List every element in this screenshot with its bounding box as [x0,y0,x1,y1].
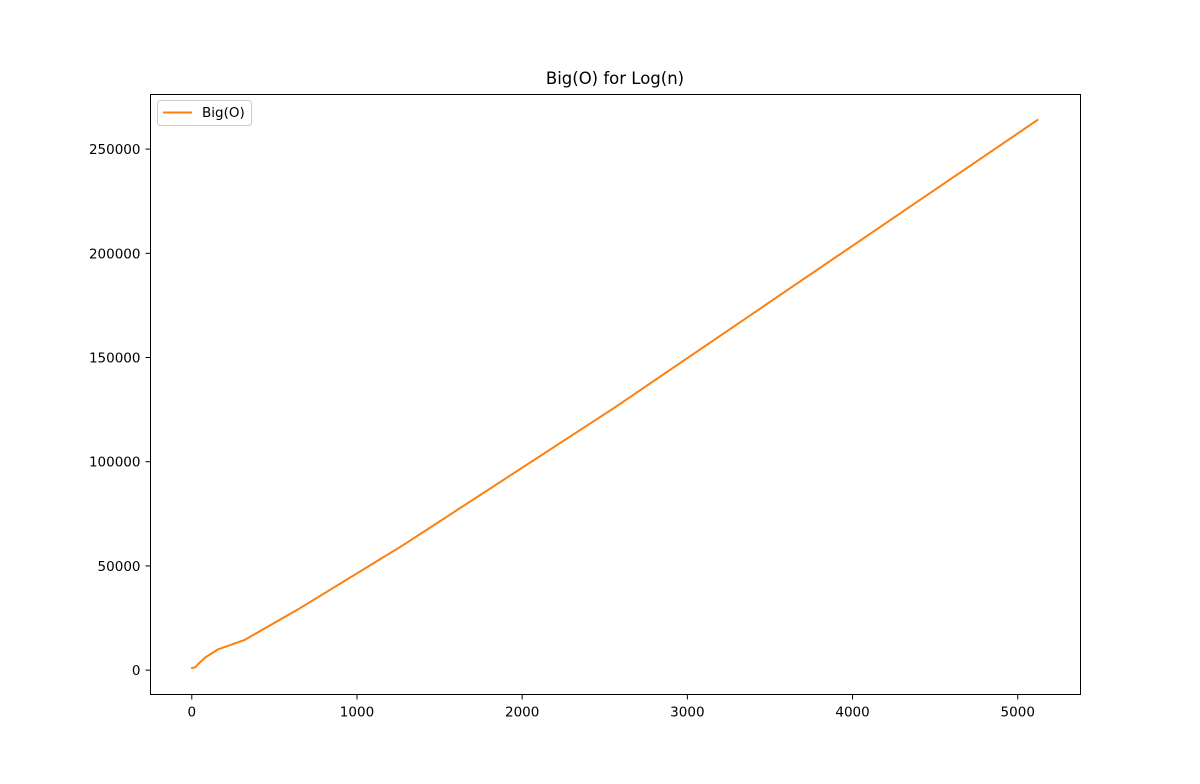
x-tick-label: 0 [187,705,196,721]
plot-area [150,94,1081,695]
legend-box [157,100,252,126]
series-line-big-o [190,118,1039,670]
legend-label-big-o: Big(O) [202,105,245,121]
y-axis-ticks: 0 50000 100000 150000 200000 250000 [89,142,151,679]
y-tick-label: 250000 [89,142,141,158]
x-tick-label: 4000 [835,705,869,721]
y-tick-label: 50000 [98,559,141,575]
y-tick-label: 0 [132,663,141,679]
x-tick-label: 2000 [505,705,539,721]
x-axis-ticks: 0 1000 2000 3000 4000 5000 [187,694,1035,721]
series-layer [190,118,1039,670]
y-tick-label: 100000 [89,455,141,471]
y-tick-label: 200000 [89,246,141,262]
x-tick-label: 3000 [670,705,704,721]
x-tick-label: 1000 [340,705,374,721]
axes-frame [150,94,1081,695]
x-tick-label: 5000 [1001,705,1035,721]
legend: Big(O) [157,100,252,126]
chart-title: Big(O) for Log(n) [546,69,684,88]
y-tick-label: 150000 [89,351,141,367]
